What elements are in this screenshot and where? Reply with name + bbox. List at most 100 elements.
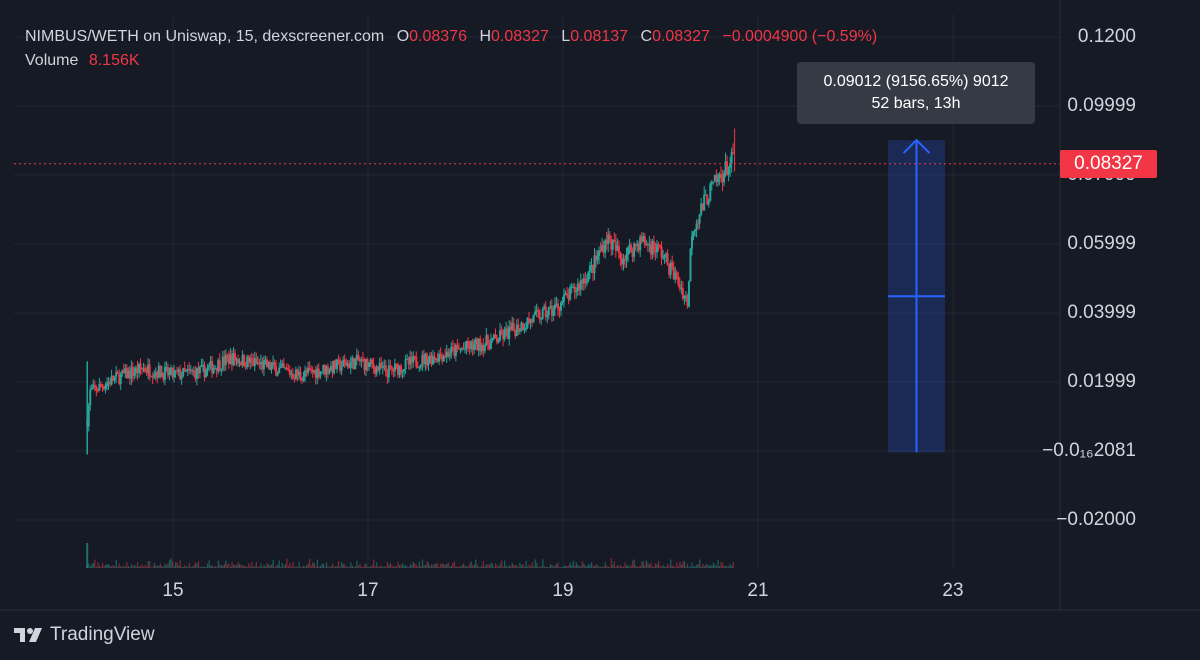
candle-body (523, 328, 526, 331)
volume-bar (653, 566, 655, 568)
candle-body (92, 384, 95, 389)
volume-bar (618, 566, 620, 568)
volume-bar (88, 563, 90, 568)
candle-body (384, 365, 387, 372)
volume-bar (449, 566, 451, 568)
candle-body (125, 368, 128, 379)
volume-bar (379, 566, 381, 568)
candle-body (686, 295, 689, 307)
candle-body (636, 243, 639, 246)
volume-bar (127, 566, 130, 568)
candle-body (214, 367, 217, 369)
candle-body (270, 365, 273, 370)
volume-bar (726, 566, 728, 568)
candle-body (189, 370, 192, 372)
volume-bar (481, 565, 483, 568)
candle-body (371, 359, 374, 365)
volume-bar (686, 563, 689, 568)
candle-body (282, 363, 285, 368)
candle-body (442, 355, 445, 362)
candle-body (165, 366, 168, 368)
candle-body (179, 369, 182, 379)
volume-bar (514, 565, 516, 568)
candle-body (351, 357, 354, 363)
candle-body (438, 353, 441, 362)
candle-body (479, 338, 482, 352)
volume-bar (569, 562, 571, 568)
volume-bar (622, 566, 625, 568)
candle-body (331, 365, 334, 374)
price-range-measure (888, 138, 945, 453)
candle-body (432, 356, 435, 365)
volume-bar (202, 566, 204, 568)
candles (86, 128, 736, 455)
volume-bar (539, 566, 541, 568)
volume-bar (184, 565, 186, 568)
candle-body (366, 358, 369, 367)
volume-bar (106, 564, 108, 568)
candle-body (651, 241, 654, 255)
volume-bar (260, 563, 262, 568)
candle-body (541, 308, 544, 319)
candle-body (128, 370, 131, 379)
volume-bar (296, 566, 299, 568)
volume-bar (494, 563, 497, 568)
candle-body (287, 369, 290, 371)
candle-body (687, 281, 690, 307)
candle-body (663, 255, 666, 258)
volume-bar (359, 564, 361, 568)
candle-body (122, 370, 125, 374)
candle-body (177, 369, 180, 372)
volume-bar (277, 564, 279, 568)
volume-bar (156, 565, 158, 568)
close-value: 0.08327 (652, 28, 710, 45)
candle-body (652, 241, 655, 251)
volume-bar (91, 564, 93, 568)
candle-body (555, 303, 558, 305)
legend-ohlc-row: NIMBUS/WETH on Uniswap, 15, dexscreener.… (25, 25, 877, 49)
candle-body (715, 175, 718, 182)
volume-bar (530, 566, 532, 568)
volume-bar (549, 564, 552, 568)
volume-bar (412, 561, 414, 568)
volume-bar (164, 563, 166, 568)
volume-bar (143, 566, 145, 568)
volume-bar (589, 564, 591, 568)
volume-bar (679, 561, 681, 568)
candle-body (689, 248, 692, 282)
volume-bar (473, 564, 475, 568)
volume-bar (365, 563, 367, 568)
candle-body (323, 364, 326, 375)
volume-bar (204, 566, 206, 568)
candle-body (505, 328, 508, 330)
candle-body (447, 351, 450, 357)
volume-bar (220, 565, 222, 568)
candle-body (613, 240, 616, 242)
candle-body (563, 294, 566, 301)
candle-body (724, 161, 727, 174)
volume-bar (118, 563, 120, 568)
candle-body (325, 366, 328, 375)
volume-bar (385, 566, 387, 568)
volume-bar (130, 564, 133, 568)
candle-body (514, 329, 517, 336)
volume-bar (718, 566, 721, 568)
candle-body (276, 373, 279, 376)
candle-body (372, 364, 375, 368)
candle-body (483, 344, 486, 352)
volume-bar (133, 565, 136, 568)
candle-body (256, 362, 259, 364)
candle-body (188, 368, 191, 371)
candle-body (253, 358, 256, 367)
candle-body (709, 183, 712, 201)
volume-bar (304, 566, 306, 568)
volume-bar (501, 560, 503, 568)
tradingview-logo[interactable]: TradingView (14, 624, 155, 646)
candle-body (302, 376, 305, 381)
volume-bar (475, 559, 477, 568)
volume-bar (729, 564, 731, 568)
candle-body (320, 371, 323, 373)
volume-bar (673, 566, 675, 568)
